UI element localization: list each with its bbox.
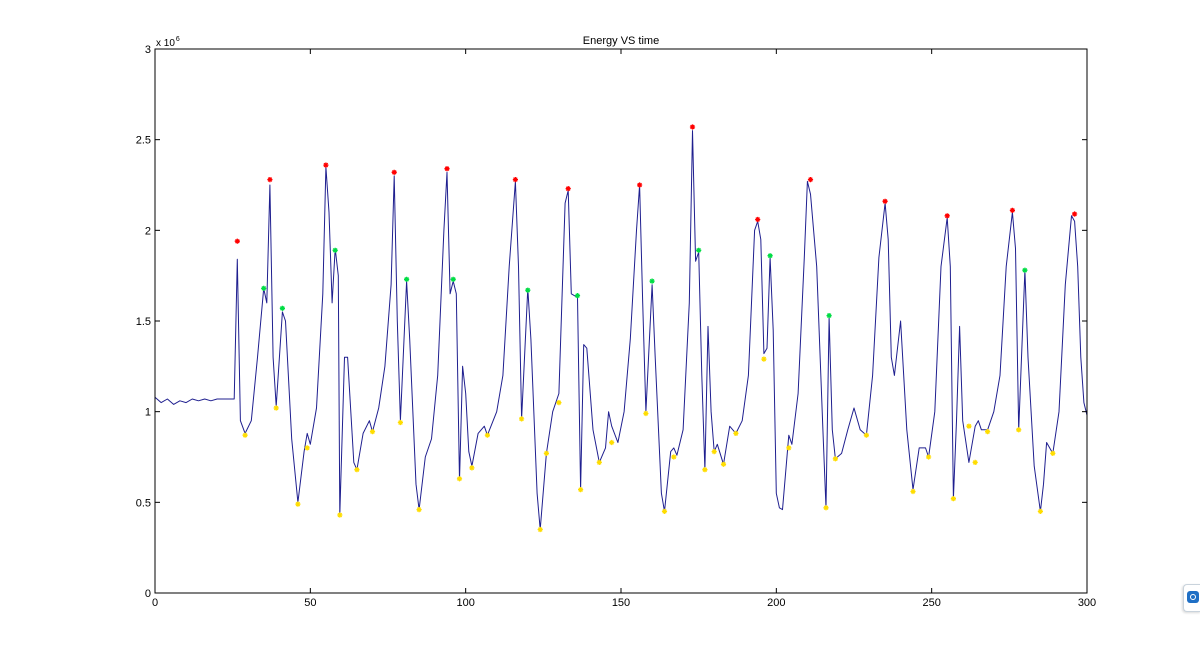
yellow-star-point xyxy=(711,449,717,455)
red-star-point xyxy=(689,124,696,130)
green-star-point xyxy=(649,278,655,284)
yellow-star-point xyxy=(972,459,978,465)
y-axis-multiplier: x 106 xyxy=(156,36,180,49)
yellow-star-point xyxy=(369,429,376,435)
yellow-star-point xyxy=(354,467,360,473)
y-tick-label: 2.5 xyxy=(136,135,151,147)
yellow-star-point xyxy=(926,454,932,460)
y-axis-multiplier-base: x 10 xyxy=(156,38,175,49)
y-tick-label: 3 xyxy=(145,44,151,56)
plot-area-background xyxy=(155,49,1087,593)
green-star-point xyxy=(574,293,581,299)
green-star-point xyxy=(826,313,832,319)
yellow-star-point xyxy=(950,496,956,502)
red-star-point xyxy=(807,177,814,183)
green-star-point xyxy=(404,276,410,282)
yellow-star-point xyxy=(543,450,549,456)
chart-title: Energy VS time xyxy=(583,35,659,47)
yellow-star-point xyxy=(910,488,916,495)
yellow-star-point xyxy=(537,526,543,533)
yellow-star-point xyxy=(702,467,708,473)
yellow-star-point xyxy=(304,445,310,451)
red-star-point xyxy=(944,213,950,219)
yellow-star-point xyxy=(1050,450,1056,456)
green-star-point xyxy=(525,287,531,293)
yellow-star-point xyxy=(609,439,615,446)
yellow-star-point xyxy=(273,405,279,411)
y-tick-label: 1.5 xyxy=(136,316,151,328)
yellow-star-point xyxy=(761,356,767,362)
yellow-star-point xyxy=(1037,508,1043,514)
yellow-star-point xyxy=(484,432,490,438)
y-tick-label: 0 xyxy=(145,588,151,600)
x-tick-label: 100 xyxy=(456,597,474,609)
x-axis: 0 50 100 150 200 250 300 xyxy=(152,49,1096,609)
red-star-point xyxy=(512,177,518,183)
x-tick-label: 250 xyxy=(922,597,940,609)
y-tick-label: 0.5 xyxy=(136,497,151,509)
yellow-star-point xyxy=(966,423,972,429)
yellow-star-point xyxy=(661,508,668,514)
red-star-point xyxy=(444,166,450,172)
yellow-star-point xyxy=(823,505,829,511)
yellow-star-point xyxy=(456,476,463,482)
yellow-star-point xyxy=(786,445,792,451)
y-axis: 0 0.5 1 1.5 2 2.5 3 xyxy=(136,44,1087,600)
red-star-point xyxy=(267,177,273,183)
red-star-point xyxy=(882,198,888,204)
red-star-point xyxy=(1009,207,1015,213)
yellow-star-point xyxy=(578,487,584,493)
red-star-point xyxy=(391,169,397,175)
red-star-point xyxy=(637,182,643,188)
green-star-point xyxy=(767,253,773,259)
green-star-point xyxy=(1022,267,1028,273)
yellow-star-point xyxy=(832,456,838,462)
x-tick-label: 0 xyxy=(152,597,158,609)
x-tick-label: 200 xyxy=(767,597,785,609)
energy-series-line xyxy=(154,130,1088,530)
x-tick-label: 50 xyxy=(304,597,316,609)
yellow-star-point xyxy=(469,465,475,471)
green-star-point xyxy=(696,247,702,253)
green-star-point xyxy=(450,276,456,282)
yellow-star-point xyxy=(1016,427,1022,433)
yellow-star-point xyxy=(556,400,562,406)
yellow-star-point xyxy=(397,419,403,426)
y-tick-label: 2 xyxy=(145,225,151,237)
green-star-point xyxy=(279,305,285,311)
y-axis-multiplier-exponent: 6 xyxy=(176,36,180,43)
green-star-point xyxy=(261,285,267,291)
x-tick-label: 150 xyxy=(612,597,630,609)
yellow-star-point xyxy=(985,429,991,435)
yellow-star-point xyxy=(863,432,869,438)
red-star-point xyxy=(234,238,240,244)
red-star-point xyxy=(323,162,329,168)
x-tick-label: 300 xyxy=(1078,597,1096,609)
yellow-star-point xyxy=(720,461,727,467)
yellow-star-point xyxy=(337,512,343,518)
y-tick-label: 1 xyxy=(145,407,151,419)
data-layer xyxy=(154,124,1088,533)
yellow-star-point xyxy=(519,416,525,422)
yellow-star-point xyxy=(733,430,739,436)
red-star-point xyxy=(565,186,571,192)
yellow-star-point xyxy=(416,507,422,513)
red-star-point xyxy=(1072,211,1078,217)
yellow-star-point xyxy=(242,432,248,438)
remote-support-widget[interactable] xyxy=(1183,584,1200,612)
yellow-star-point xyxy=(643,410,649,417)
red-star-point xyxy=(755,216,761,223)
yellow-star-point xyxy=(671,454,677,460)
yellow-star-point xyxy=(596,459,602,465)
green-star-point xyxy=(332,247,338,253)
yellow-star-point xyxy=(295,501,301,507)
teamviewer-icon xyxy=(1187,591,1199,603)
